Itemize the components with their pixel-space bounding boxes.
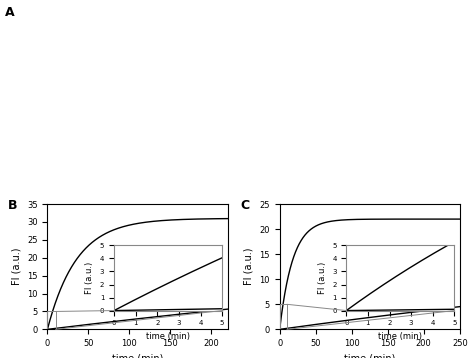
Y-axis label: FI (a.u.): FI (a.u.): [244, 248, 254, 285]
X-axis label: time (min): time (min): [344, 354, 395, 358]
X-axis label: time (min): time (min): [112, 354, 163, 358]
Y-axis label: FI (a.u.): FI (a.u.): [11, 248, 21, 285]
Text: C: C: [240, 199, 249, 212]
Text: A: A: [5, 6, 14, 19]
Text: B: B: [8, 199, 17, 212]
